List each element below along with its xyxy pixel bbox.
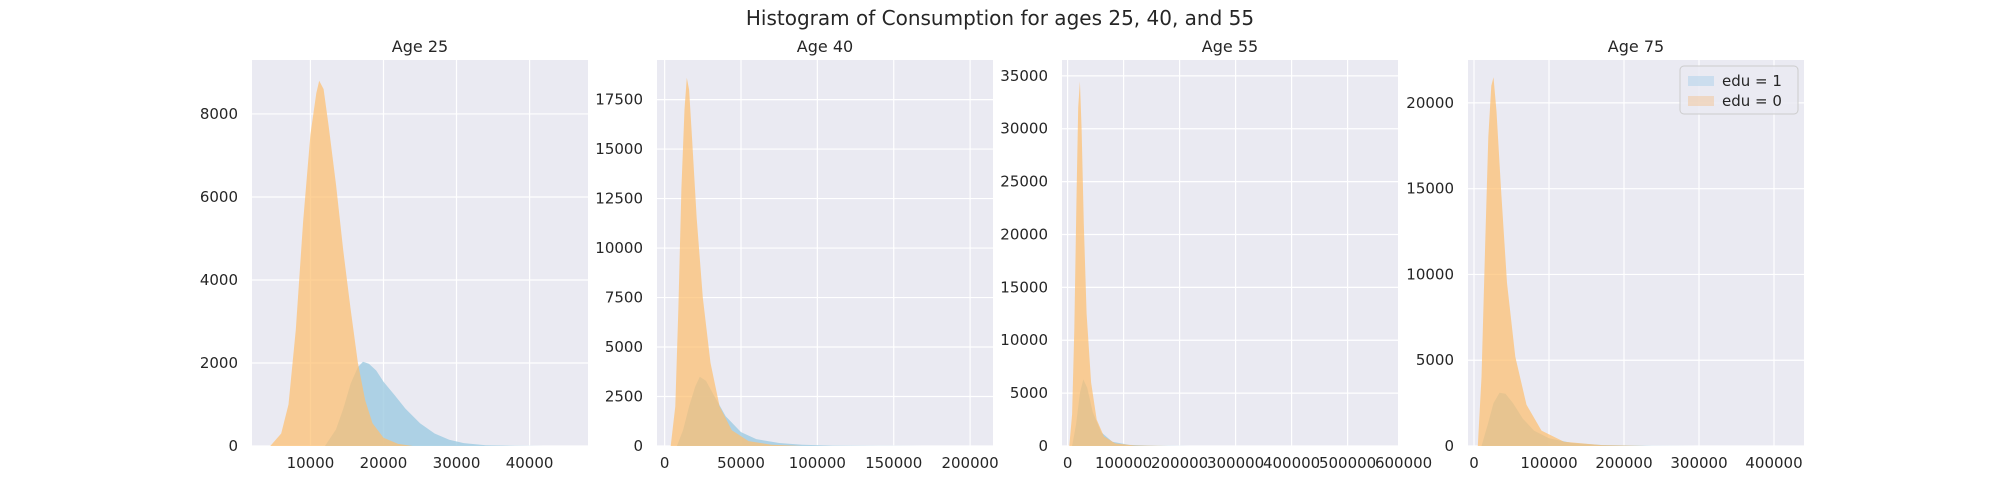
y-tick-label: 8000 <box>200 105 238 123</box>
y-tick-label: 5000 <box>1010 384 1048 402</box>
panel-2: 0 50000 100000 150000 200000 0 2500 5000 7500 100… <box>595 37 998 472</box>
x-tick-label: 200000 <box>1595 454 1652 472</box>
y-tick-label: 30000 <box>1000 120 1048 138</box>
legend-label: edu = 0 <box>1722 92 1782 110</box>
y-tick-label: 0 <box>228 437 238 455</box>
y-tick-label: 2000 <box>200 354 238 372</box>
histogram-edu0 <box>1477 77 1647 446</box>
x-tick-label: 300000 <box>1670 454 1727 472</box>
x-tick-label: 10000 <box>287 454 335 472</box>
y-tick-label: 17500 <box>595 91 643 109</box>
x-tick-label: 500000 <box>1319 454 1376 472</box>
y-tick-label: 20000 <box>1000 225 1048 243</box>
panel-title: Age 75 <box>1608 37 1664 56</box>
x-tick-label: 200000 <box>1151 454 1208 472</box>
x-tick-label: 400000 <box>1745 454 1802 472</box>
y-tick-label: 10000 <box>1406 265 1454 283</box>
y-tick-label: 15000 <box>1000 278 1048 296</box>
y-tick-label: 0 <box>1444 437 1454 455</box>
x-tick-label: 100000 <box>789 454 846 472</box>
y-tick-label: 0 <box>1038 437 1048 455</box>
y-tick-label: 5000 <box>1416 351 1454 369</box>
x-tick-label: 40000 <box>506 454 554 472</box>
legend: edu = 1 edu = 0 <box>1679 65 1799 115</box>
panel-title: Age 55 <box>1202 37 1258 56</box>
panel-title: Age 40 <box>797 37 853 56</box>
y-tick-label: 10000 <box>595 239 643 257</box>
x-tick-label: 0 <box>660 454 670 472</box>
legend-box <box>1679 65 1799 115</box>
x-tick-label: 100000 <box>1520 454 1577 472</box>
x-tick-label: 20000 <box>360 454 408 472</box>
panel-title: Age 25 <box>392 37 448 56</box>
x-tick-label: 100000 <box>1095 454 1152 472</box>
x-tick-label: 0 <box>1063 454 1073 472</box>
panel-1: 10000 20000 30000 40000 0 2000 4000 6000 8000 Age… <box>200 37 588 472</box>
y-tick-label: 25000 <box>1000 173 1048 191</box>
y-tick-label: 20000 <box>1406 94 1454 112</box>
y-tick-label: 10000 <box>1000 331 1048 349</box>
x-tick-label: 300000 <box>1207 454 1264 472</box>
y-tick-label: 0 <box>633 437 643 455</box>
y-tick-label: 35000 <box>1000 67 1048 85</box>
y-tick-label: 15000 <box>1406 180 1454 198</box>
panel-4: 0 100000 200000 300000 400000 0 5000 10000 15000… <box>1406 37 1804 472</box>
legend-swatch <box>1688 76 1714 86</box>
histogram-edu1 <box>325 361 545 446</box>
histogram-edu0 <box>670 77 803 447</box>
x-tick-label: 600000 <box>1375 454 1432 472</box>
x-tick-label: 400000 <box>1263 454 1320 472</box>
figure-title: Histogram of Consumption for ages 25, 40… <box>745 6 1255 30</box>
x-tick-label: 0 <box>1469 454 1479 472</box>
y-tick-label: 7500 <box>605 289 643 307</box>
x-tick-label: 30000 <box>433 454 481 472</box>
plot-area <box>1468 60 1804 446</box>
x-tick-label: 150000 <box>865 454 922 472</box>
y-tick-label: 5000 <box>605 338 643 356</box>
histogram-edu0 <box>1069 81 1169 446</box>
x-tick-label: 50000 <box>717 454 765 472</box>
legend-label: edu = 1 <box>1722 72 1782 90</box>
y-tick-label: 4000 <box>200 271 238 289</box>
x-tick-label: 200000 <box>941 454 998 472</box>
plot-area <box>1062 60 1398 446</box>
y-tick-label: 12500 <box>595 190 643 208</box>
y-tick-label: 6000 <box>200 188 238 206</box>
y-tick-label: 15000 <box>595 140 643 158</box>
y-tick-label: 2500 <box>605 388 643 406</box>
histogram-edu0 <box>270 80 413 447</box>
legend-swatch <box>1688 96 1714 106</box>
